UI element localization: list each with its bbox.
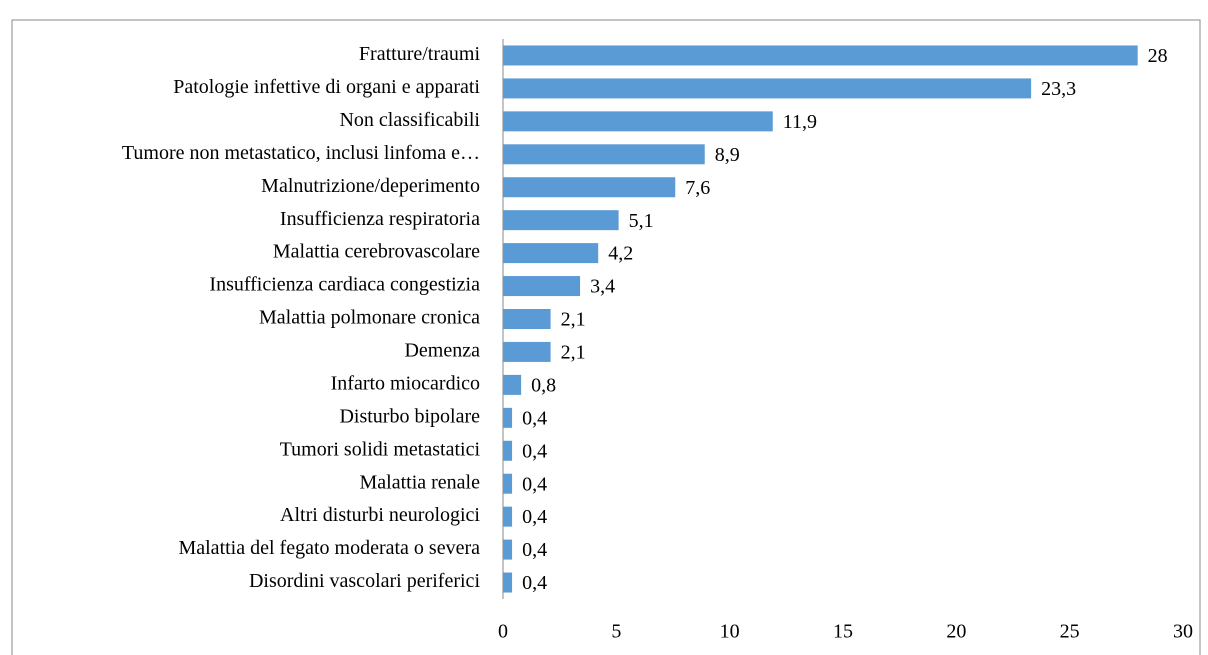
data-label: 23,3 [1041, 78, 1076, 100]
data-label: 0,4 [522, 407, 547, 429]
y-tick-label: Malattia cerebrovascolare [273, 241, 480, 263]
bar [503, 407, 513, 428]
bar [503, 506, 513, 527]
bar [503, 341, 551, 362]
y-tick-label: Patologie infettive di organi e apparati [173, 76, 480, 98]
data-label: 4,2 [608, 243, 633, 265]
x-tick-label: 30 [1173, 621, 1193, 643]
data-label: 8,9 [715, 144, 740, 166]
x-tick-label: 20 [946, 621, 966, 643]
x-tick-label: 25 [1060, 621, 1080, 643]
y-tick-label: Non classificabili [339, 109, 480, 131]
bar [503, 177, 676, 198]
y-tick-label: Insufficienza cardiaca congestizia [209, 274, 480, 296]
bar [503, 572, 513, 593]
data-label: 2,1 [561, 309, 586, 331]
bar [503, 309, 551, 329]
x-tick-label: 15 [833, 621, 853, 643]
bar [503, 78, 1032, 99]
data-label: 7,6 [685, 177, 710, 199]
bar [503, 45, 1138, 66]
data-label: 5,1 [629, 210, 654, 232]
bar [503, 539, 513, 560]
y-tick-label: Disturbo bipolare [339, 405, 480, 427]
bar [503, 440, 513, 461]
data-label: 28 [1148, 45, 1168, 67]
y-tick-label: Insufficienza respiratoria [280, 208, 480, 230]
bar [503, 210, 619, 231]
x-tick-label: 0 [498, 621, 508, 643]
y-tick-label: Malattia del fegato moderata o severa [178, 537, 480, 559]
data-label: 0,4 [522, 572, 547, 594]
y-tick-label: Demenza [404, 340, 480, 362]
bar [503, 243, 599, 264]
x-tick-label: 10 [720, 621, 740, 643]
data-label: 0,4 [522, 506, 547, 528]
chart-frame [11, 19, 1201, 655]
bar [503, 111, 773, 132]
x-tick-label: 5 [611, 621, 621, 643]
y-tick-label: Infarto miocardico [331, 372, 480, 394]
data-label: 11,9 [783, 111, 817, 133]
y-tick-label: Tumori solidi metastatici [280, 438, 481, 460]
y-tick-label: Malattia renale [360, 471, 481, 493]
y-tick-label: Fratture/traumi [359, 43, 481, 65]
bar [503, 144, 705, 165]
data-label: 0,4 [522, 440, 547, 462]
bar [503, 374, 522, 395]
y-tick-label: Tumore non metastatico, inclusi linfoma … [122, 142, 480, 164]
y-tick-label: Malnutrizione/deperimento [261, 175, 480, 197]
data-label: 0,8 [531, 374, 556, 396]
data-label: 0,4 [522, 539, 547, 561]
bar [503, 473, 513, 494]
y-tick-label: Altri disturbi neurologici [280, 504, 480, 526]
y-tick-label: Malattia polmonare cronica [259, 307, 480, 329]
y-tick-label: Disordini vascolari periferici [249, 570, 480, 592]
data-label: 2,1 [561, 342, 586, 364]
data-label: 3,4 [590, 276, 615, 298]
data-label: 0,4 [522, 473, 547, 495]
bar [503, 276, 581, 297]
